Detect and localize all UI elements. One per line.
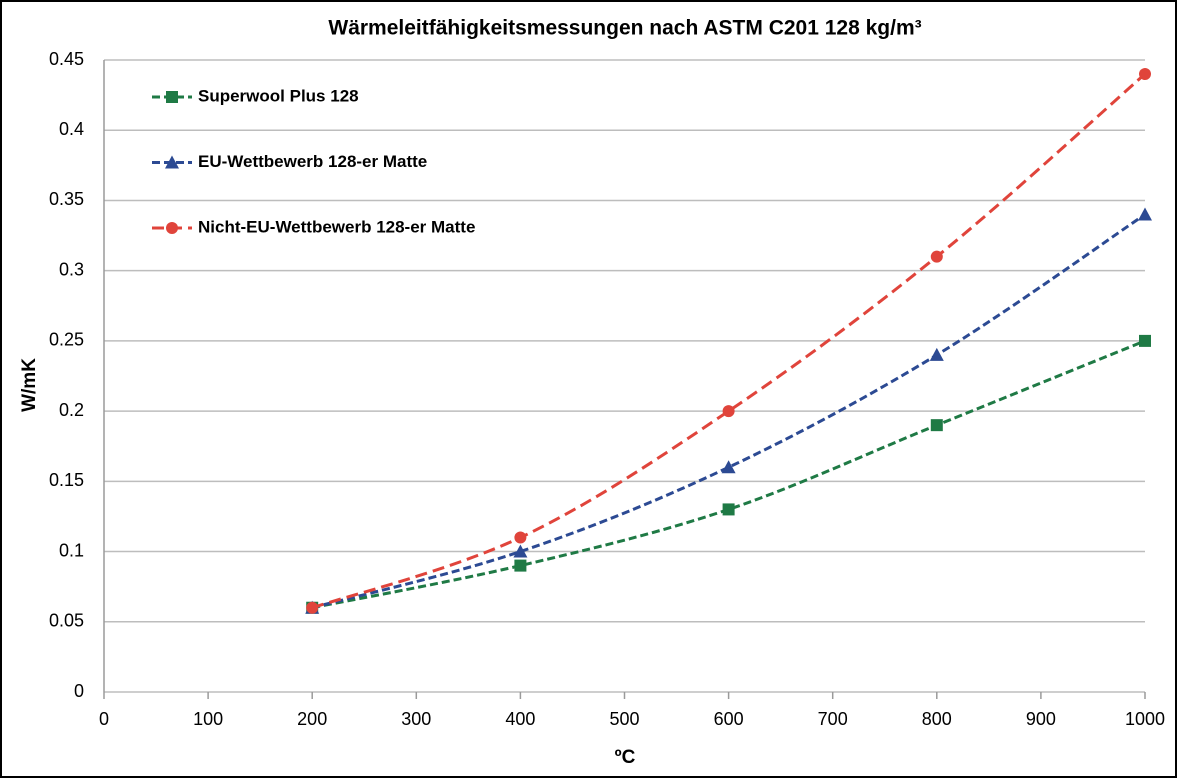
series-line bbox=[311, 213, 1146, 610]
y-tick-label: 0.05 bbox=[49, 611, 84, 631]
series-line bbox=[311, 72, 1146, 610]
x-tick-label: 200 bbox=[297, 709, 327, 729]
legend-label: Nicht-EU-Wettbewerb 128-er Matte bbox=[198, 217, 475, 236]
x-tick-label: 300 bbox=[401, 709, 431, 729]
marker bbox=[166, 222, 178, 234]
marker bbox=[166, 91, 178, 103]
x-tick-label: 1000 bbox=[1125, 709, 1165, 729]
marker bbox=[930, 250, 943, 263]
chart-title: Wärmeleitfähigkeitsmessungen nach ASTM C… bbox=[328, 17, 921, 40]
y-tick-label: 0.3 bbox=[59, 259, 84, 279]
marker bbox=[722, 405, 735, 418]
x-tick-label: 400 bbox=[505, 709, 535, 729]
x-tick-label: 500 bbox=[609, 709, 639, 729]
marker bbox=[1138, 207, 1152, 221]
y-tick-label: 0.4 bbox=[59, 119, 84, 139]
legend-label: Superwool Plus 128 bbox=[198, 86, 359, 105]
marker bbox=[514, 531, 527, 544]
x-tick-label: 100 bbox=[193, 709, 223, 729]
y-tick-label: 0.1 bbox=[59, 540, 84, 560]
y-tick-label: 0.35 bbox=[49, 189, 84, 209]
x-tick-label: 700 bbox=[818, 709, 848, 729]
y-tick-label: 0.25 bbox=[49, 330, 84, 350]
y-tick-label: 0.45 bbox=[49, 49, 84, 69]
x-axis-label: ºC bbox=[615, 747, 636, 768]
marker bbox=[306, 601, 319, 614]
marker bbox=[1139, 68, 1151, 81]
marker bbox=[1139, 334, 1151, 347]
x-tick-label: 900 bbox=[1026, 709, 1056, 729]
marker bbox=[165, 155, 179, 169]
marker bbox=[514, 559, 527, 572]
series-line bbox=[311, 339, 1146, 610]
legend-label: EU-Wettbewerb 128-er Matte bbox=[198, 152, 427, 171]
x-tick-label: 0 bbox=[99, 709, 109, 729]
y-axis-label: W/mK bbox=[19, 358, 40, 412]
marker bbox=[929, 347, 944, 361]
marker bbox=[722, 503, 735, 516]
x-tick-label: 600 bbox=[714, 709, 744, 729]
marker bbox=[930, 419, 943, 432]
x-tick-label: 800 bbox=[922, 709, 952, 729]
marker bbox=[513, 544, 528, 558]
y-tick-label: 0 bbox=[74, 681, 84, 701]
y-tick-label: 0.15 bbox=[49, 470, 84, 490]
y-tick-label: 0.2 bbox=[59, 400, 84, 420]
marker bbox=[721, 460, 736, 474]
